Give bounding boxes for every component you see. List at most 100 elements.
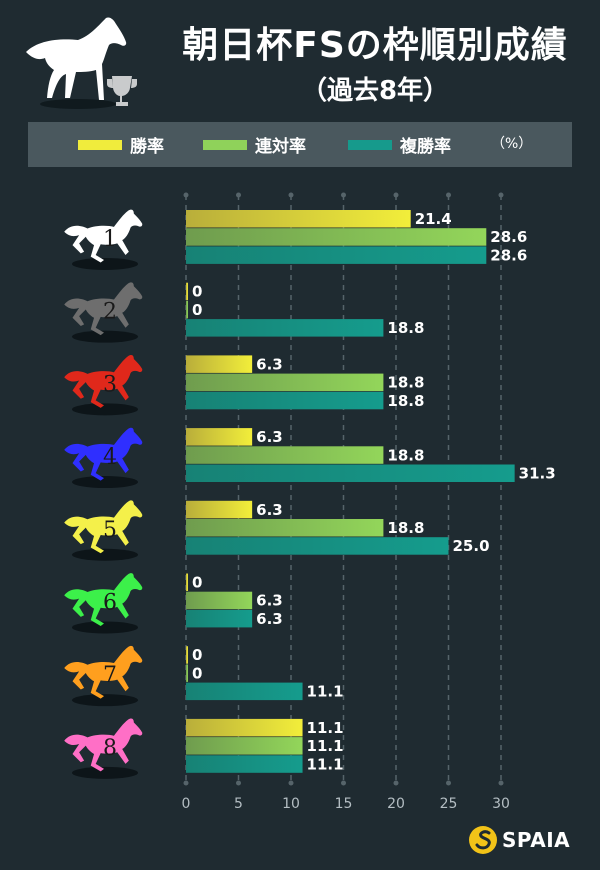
x-axis-ticks: 0 5 10 15 20 25 30 [182,796,510,812]
chart-title: 朝日杯FSの枠順別成績 [182,25,568,66]
frame-number-7: 7 [103,663,117,688]
legend-unit: （%） [491,136,533,152]
bar-win-frame-6 [186,573,188,591]
grid-dot [288,780,294,786]
bar-show-frame-3 [186,391,384,410]
bar-label-show-frame-7: 11.1 [307,683,344,701]
bar-show-frame-2 [186,319,384,337]
bar-show-frame-4 [186,464,515,482]
bar-label-place-frame-4: 18.8 [387,446,424,464]
grid-dot [341,780,346,786]
bar-label-win-frame-8: 11.1 [307,719,344,737]
bar-place-frame-7 [186,664,188,682]
grid-dot [183,780,189,786]
bar-place-frame-2 [186,300,188,319]
frame-number-8: 8 [103,736,117,761]
bar-label-win-frame-2: 0 [192,283,202,301]
frame-horses: 1 2 3 4 5 6 7 8 [64,209,143,779]
frame-number-3: 3 [103,372,117,397]
bar-label-win-frame-6: 0 [192,574,202,592]
horse-shadow-2 [72,330,138,343]
x-tick-label-20: 20 [387,796,405,812]
bar-label-place-frame-8: 11.1 [307,737,344,755]
grid-dot [498,192,504,198]
bar-show-frame-7 [186,682,303,701]
bar-place-frame-8 [186,737,303,755]
x-tick-label-15: 15 [335,796,353,812]
spaia-logo-text: SPAIA [502,828,571,852]
bar-win-frame-8 [186,718,303,737]
bar-label-show-frame-5: 25.0 [453,537,490,555]
bar-show-frame-8 [186,755,303,773]
bar-label-place-frame-2: 0 [192,301,202,319]
bar-label-win-frame-3: 6.3 [256,355,283,373]
horse-shadow-6 [72,621,138,634]
legend-swatch-win [78,139,122,150]
grid-dot [288,192,294,198]
legend-item-place: 連対率 [203,122,306,167]
bar-label-show-frame-1: 28.6 [490,246,527,264]
bars: 21.428.628.60018.86.318.818.86.318.831.3… [186,210,556,773]
header: 朝日杯FSの枠順別成績 （過去8年） [0,0,600,120]
bar-win-frame-2 [186,282,188,301]
horse-shadow-5 [72,548,138,561]
x-tick-label-5: 5 [234,796,243,812]
bar-label-show-frame-2: 18.8 [387,319,424,337]
bar-label-place-frame-1: 28.6 [490,228,527,246]
horse-shadow-4 [72,476,138,489]
horse-shadow-3 [72,403,138,416]
grid-dot [393,192,399,198]
bar-win-frame-4 [186,428,253,446]
x-tick-label-30: 30 [492,796,510,812]
legend-label-win: 勝率 [130,137,164,157]
bar-label-win-frame-5: 6.3 [256,501,283,519]
bar-place-frame-1 [186,228,487,246]
bar-win-frame-5 [186,500,253,519]
bar-label-win-frame-4: 6.3 [256,428,283,446]
frame-number-6: 6 [103,590,117,615]
horse-trophy-icon [26,17,137,109]
horse-shadow-1 [72,257,138,270]
bar-label-place-frame-5: 18.8 [387,519,424,537]
grid-dot [183,192,189,198]
grid-dot [446,780,451,786]
grid-dot [236,192,241,198]
bar-show-frame-1 [186,246,487,264]
spaia-logo: SPAIA [468,823,570,857]
bar-label-show-frame-6: 6.3 [256,610,283,628]
bar-label-win-frame-7: 0 [192,646,202,664]
bar-place-frame-5 [186,519,384,537]
frame-number-5: 5 [103,518,117,543]
legend-swatch-show [348,139,392,150]
bar-place-frame-4 [186,446,384,464]
frame-number-1: 1 [103,227,117,252]
bar-show-frame-6 [186,609,253,628]
bar-label-place-frame-7: 0 [192,664,202,682]
bar-place-frame-6 [186,591,253,610]
legend-label-show: 複勝率 [400,137,451,157]
bar-label-place-frame-6: 6.3 [256,592,283,610]
frame-number-2: 2 [103,300,117,325]
grid-dot [393,780,399,786]
legend-item-show: 複勝率 [348,122,451,167]
grid-dot [446,192,451,198]
frame-number-4: 4 [103,445,117,470]
grid-dot [236,780,241,786]
x-tick-label-10: 10 [282,796,300,812]
legend-label-place: 連対率 [255,137,306,157]
legend: 勝率 連対率 複勝率 （%） [28,122,572,167]
bar-win-frame-1 [186,210,411,228]
x-tick-label-25: 25 [440,796,458,812]
grid-dot [498,780,504,786]
legend-swatch-place [203,139,247,150]
bar-label-show-frame-8: 11.1 [307,755,344,773]
bar-show-frame-5 [186,537,449,555]
bar-win-frame-7 [186,646,188,664]
bar-place-frame-3 [186,373,384,392]
bar-label-place-frame-3: 18.8 [387,374,424,392]
spaia-logo-icon [469,826,497,854]
grid-dot [341,192,346,198]
chart-subtitle: （過去8年） [300,76,450,106]
bar-label-show-frame-3: 18.8 [387,392,424,410]
